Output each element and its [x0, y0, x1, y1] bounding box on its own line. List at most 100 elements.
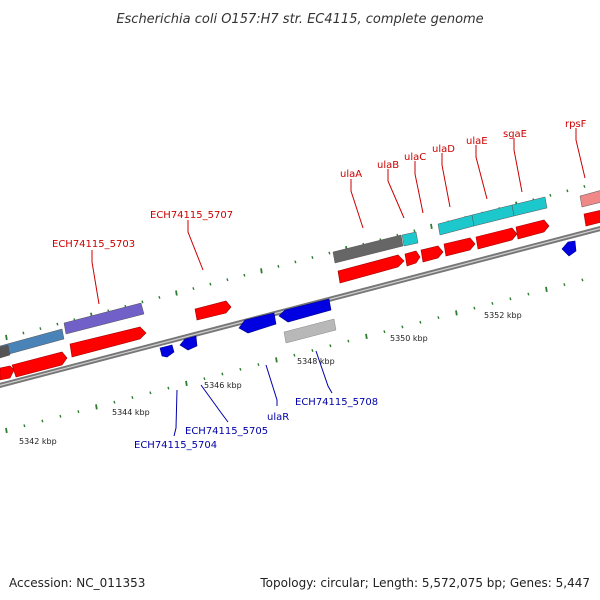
tick-mark	[455, 310, 458, 316]
tick-mark	[23, 424, 26, 428]
forward-cds-feature	[583, 210, 600, 227]
cog-reverse-track	[283, 318, 337, 344]
tick-mark	[5, 334, 8, 341]
tick-mark	[239, 367, 242, 371]
scale-label-5342: 5342 kbp	[19, 437, 57, 446]
cog-feature	[283, 318, 337, 344]
tick-mark	[209, 282, 212, 286]
tick-mark	[226, 278, 229, 282]
tick-mark	[141, 300, 144, 304]
scale-label-5352: 5352 kbp	[484, 311, 522, 320]
tick-mark	[311, 349, 314, 352]
gene-label-sgae: sgaE	[503, 129, 527, 140]
reverse-cds-feature	[238, 312, 277, 334]
cog-feature	[471, 204, 515, 227]
forward-cds-feature	[515, 219, 550, 240]
cog-feature	[401, 231, 419, 247]
tick-mark	[549, 193, 552, 197]
forward-cds-feature	[443, 237, 476, 257]
accession-text: Accession: NC_011353	[9, 576, 146, 590]
tick-mark	[293, 353, 296, 357]
cog-feature	[63, 302, 145, 335]
forward-cds-feature	[404, 250, 421, 267]
scale-labels: 5342 kbp 5344 kbp 5346 kbp 5348 kbp 5350…	[19, 311, 522, 446]
tick-mark	[221, 372, 224, 376]
tick-mark	[509, 297, 512, 301]
gene-label-ulab: ulaB	[377, 160, 399, 171]
tick-mark	[311, 256, 314, 259]
tick-mark	[158, 295, 161, 299]
tick-mark	[294, 260, 297, 264]
tick-mark	[185, 380, 188, 387]
genome-summary-text: Topology: circular; Length: 5,572,075 bp…	[260, 576, 590, 590]
tick-mark	[39, 327, 42, 331]
tick-mark	[175, 290, 178, 296]
forward-cds-feature	[11, 351, 68, 378]
tick-mark	[260, 268, 263, 274]
tick-mark	[383, 330, 386, 334]
tick-mark	[328, 251, 331, 255]
reverse-cds-feature	[179, 335, 198, 351]
tick-mark	[5, 427, 8, 434]
tick-mark	[56, 322, 59, 326]
tick-mark	[59, 414, 62, 418]
tick-mark	[41, 419, 44, 423]
cog-feature	[332, 234, 404, 264]
reverse-gene-labels: ECH74115_5704 ECH74115_5705 ulaR ECH7411…	[134, 397, 378, 451]
forward-cds-feature	[0, 365, 15, 381]
reverse-cds-feature	[159, 344, 175, 358]
gene-label-ech74115-5707: ECH74115_5707	[150, 210, 233, 221]
forward-cds-track	[0, 210, 600, 381]
scale-label-5344: 5344 kbp	[112, 408, 150, 417]
forward-cds-feature	[194, 300, 232, 321]
tick-mark	[491, 301, 494, 305]
scale-label-5348: 5348 kbp	[297, 357, 335, 366]
reverse-cds-track	[159, 240, 577, 358]
gene-label-ech74115-5704: ECH74115_5704	[134, 440, 217, 451]
gene-label-ulaa: ulaA	[340, 169, 362, 180]
tick-mark	[192, 287, 195, 291]
tick-mark	[257, 363, 260, 367]
tick-mark	[545, 286, 548, 292]
tick-mark	[277, 264, 280, 268]
cog-feature	[0, 344, 11, 359]
gene-label-ulae: ulaE	[466, 136, 488, 147]
tick-mark	[95, 404, 98, 410]
tick-mark	[437, 316, 440, 320]
cog-feature	[511, 196, 548, 217]
tick-mark	[347, 339, 350, 343]
map-title: Escherichia coli O157:H7 str. EC4115, co…	[116, 12, 483, 27]
tick-mark	[113, 400, 116, 404]
tick-mark	[365, 333, 368, 340]
reverse-leader-lines	[173, 350, 333, 437]
scale-label-5350: 5350 kbp	[390, 334, 428, 343]
tick-mark	[413, 229, 416, 233]
tick-mark	[527, 292, 530, 296]
tick-marks-inner	[5, 278, 584, 434]
gene-label-ech74115-5708: ECH74115_5708	[295, 397, 378, 408]
reverse-cds-feature	[561, 240, 577, 257]
tick-mark	[419, 320, 422, 324]
tick-mark	[149, 391, 152, 395]
cog-forward-track	[0, 190, 600, 359]
tick-mark	[329, 344, 332, 348]
forward-cds-feature	[475, 227, 518, 250]
forward-cds-feature	[420, 245, 444, 263]
tick-mark	[473, 306, 476, 310]
tick-mark	[581, 278, 584, 282]
gene-label-ular: ulaR	[267, 412, 289, 423]
tick-mark	[563, 283, 566, 287]
scale-label-5346: 5346 kbp	[204, 381, 242, 390]
tick-mark	[275, 357, 278, 363]
forward-gene-labels: ECH74115_5703 ECH74115_5707 ulaA ulaB ul…	[52, 119, 587, 250]
cog-feature	[579, 190, 600, 208]
gene-label-ulad: ulaD	[432, 144, 455, 155]
tick-mark	[167, 386, 170, 390]
tick-mark	[77, 410, 80, 414]
tick-mark	[243, 273, 246, 277]
forward-cds-feature	[69, 326, 147, 358]
tick-mark	[22, 331, 25, 335]
tick-mark	[401, 325, 404, 329]
tick-mark	[566, 189, 569, 193]
